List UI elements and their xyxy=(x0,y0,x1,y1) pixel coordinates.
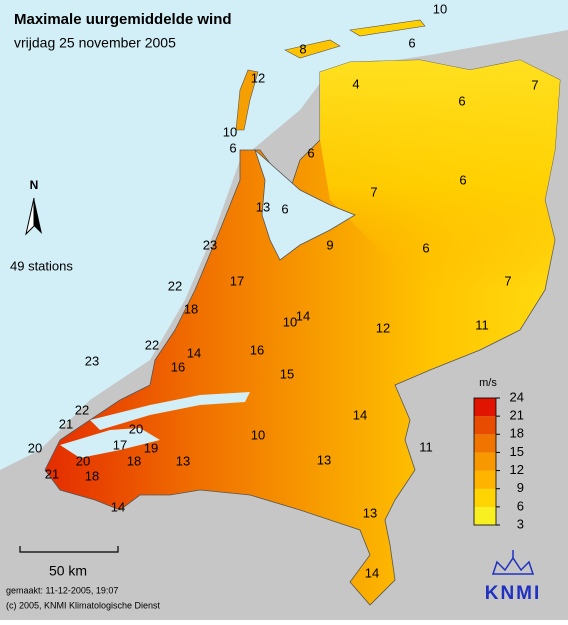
legend-tick-label: 18 xyxy=(510,426,524,441)
station-value: 10 xyxy=(433,1,447,16)
scale-bar xyxy=(19,546,119,553)
station-value: 16 xyxy=(250,342,264,357)
station-value: 20 xyxy=(76,453,90,468)
station-value: 18 xyxy=(127,453,141,468)
westerschelde xyxy=(90,392,250,430)
legend-swatch xyxy=(474,506,496,525)
north-label: N xyxy=(30,178,39,192)
station-value: 14 xyxy=(111,499,125,514)
station-value: 20 xyxy=(28,440,42,455)
station-value: 6 xyxy=(281,201,288,216)
north-region xyxy=(320,60,560,290)
station-value: 11 xyxy=(475,317,489,332)
legend-unit: m/s xyxy=(479,377,497,389)
station-value: 22 xyxy=(145,337,159,352)
scale-label: 50 km xyxy=(49,563,87,579)
station-value: 12 xyxy=(251,70,265,85)
station-value: 11 xyxy=(419,439,433,454)
station-value: 23 xyxy=(203,237,217,252)
station-value: 6 xyxy=(458,93,465,108)
station-value: 23 xyxy=(85,353,99,368)
island xyxy=(349,19,426,37)
station-value: 14 xyxy=(365,565,379,580)
legend-tick-label: 12 xyxy=(510,462,524,477)
legend-tick-label: 21 xyxy=(510,408,524,423)
station-value: 14 xyxy=(187,345,201,360)
ijsselmeer xyxy=(254,148,356,261)
footer-line: gemaakt: 11-12-2005, 19:07 xyxy=(6,585,118,595)
station-value: 10 xyxy=(251,427,265,442)
station-value: 6 xyxy=(459,172,466,187)
legend-swatch xyxy=(474,452,496,471)
station-value: 10 xyxy=(223,124,237,139)
station-count: 49 stations xyxy=(10,258,73,273)
station-value: 7 xyxy=(504,273,511,288)
station-value: 6 xyxy=(229,140,236,155)
logo: KNMI xyxy=(485,583,542,604)
station-value: 4 xyxy=(352,76,359,91)
island xyxy=(235,69,259,131)
station-value: 16 xyxy=(171,359,185,374)
station-value: 14 xyxy=(296,308,310,323)
station-value: 8 xyxy=(299,41,306,56)
island xyxy=(284,39,341,59)
legend-tick-label: 15 xyxy=(510,444,524,459)
station-value: 22 xyxy=(168,278,182,293)
station-value: 18 xyxy=(85,468,99,483)
north-arrow xyxy=(34,198,42,234)
station-value: 13 xyxy=(363,505,377,520)
station-value: 13 xyxy=(317,452,331,467)
station-value: 6 xyxy=(408,35,415,50)
station-value: 17 xyxy=(113,437,127,452)
station-value: 9 xyxy=(326,237,333,252)
legend-swatch xyxy=(474,416,496,435)
station-value: 15 xyxy=(280,366,294,381)
legend-tick-label: 6 xyxy=(517,498,524,513)
station-value: 6 xyxy=(422,240,429,255)
station-value: 12 xyxy=(376,320,390,335)
station-value: 13 xyxy=(176,453,190,468)
oosterschelde xyxy=(60,428,160,458)
station-value: 7 xyxy=(370,184,377,199)
legend-tick-label: 24 xyxy=(510,389,524,404)
legend-swatch xyxy=(474,470,496,489)
station-value: 6 xyxy=(307,145,314,160)
station-value: 18 xyxy=(184,301,198,316)
sea xyxy=(0,0,568,470)
legend-frame xyxy=(473,397,497,526)
legend-swatch xyxy=(474,398,496,417)
footer-line: (c) 2005, KNMI Klimatologische Dienst xyxy=(6,600,161,610)
station-value: 17 xyxy=(230,273,244,288)
legend-swatch xyxy=(474,488,496,507)
station-value: 22 xyxy=(75,402,89,417)
station-value: 14 xyxy=(353,407,367,422)
title: Maximale uurgemiddelde wind xyxy=(14,11,232,28)
station-value: 19 xyxy=(144,440,158,455)
station-value: 13 xyxy=(256,199,270,214)
station-value: 10 xyxy=(283,314,297,329)
station-value: 21 xyxy=(45,466,59,481)
subtitle: vrijdag 25 november 2005 xyxy=(14,35,176,51)
legend-tick-label: 9 xyxy=(517,480,524,495)
station-value: 20 xyxy=(129,421,143,436)
legend-tick-label: 3 xyxy=(517,516,524,531)
legend-swatch xyxy=(474,434,496,453)
logo-crown xyxy=(491,550,535,575)
station-value: 7 xyxy=(531,77,538,92)
station-value: 21 xyxy=(59,416,73,431)
